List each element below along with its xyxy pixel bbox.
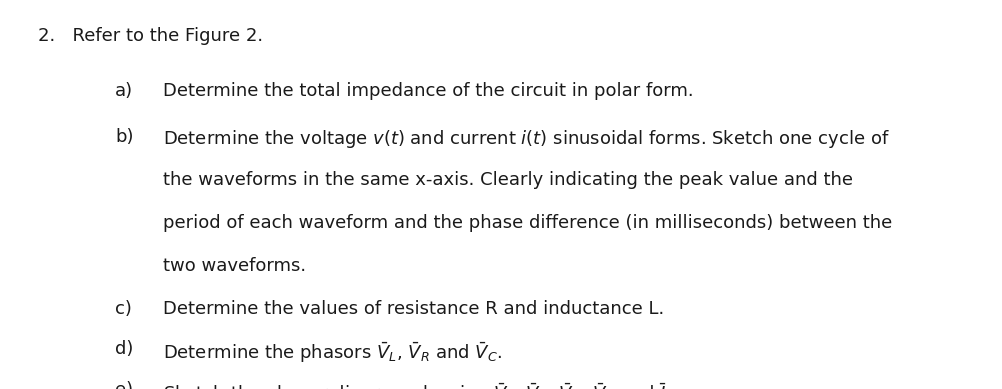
Text: a): a)	[115, 82, 133, 100]
Text: 2.   Refer to the Figure 2.: 2. Refer to the Figure 2.	[38, 27, 264, 45]
Text: Determine the total impedance of the circuit in polar form.: Determine the total impedance of the cir…	[163, 82, 694, 100]
Text: period of each waveform and the phase difference (in milliseconds) between the: period of each waveform and the phase di…	[163, 214, 893, 232]
Text: b): b)	[115, 128, 133, 146]
Text: e): e)	[115, 381, 133, 389]
Text: Determine the values of resistance R and inductance L.: Determine the values of resistance R and…	[163, 300, 664, 317]
Text: Determine the voltage $v(t)$ and current $i(t)$ sinusoidal forms. Sketch one cyc: Determine the voltage $v(t)$ and current…	[163, 128, 890, 151]
Text: Sketch the phasor diagram showing $\bar{V}_S$, $\bar{V}_R$, $\bar{V}_R$, $\bar{V: Sketch the phasor diagram showing $\bar{…	[163, 381, 670, 389]
Text: Determine the phasors $\bar{V}_L$, $\bar{V}_R$ and $\bar{V}_C$.: Determine the phasors $\bar{V}_L$, $\bar…	[163, 340, 503, 365]
Text: c): c)	[115, 300, 132, 317]
Text: the waveforms in the same x-axis. Clearly indicating the peak value and the: the waveforms in the same x-axis. Clearl…	[163, 171, 854, 189]
Text: two waveforms.: two waveforms.	[163, 257, 307, 275]
Text: d): d)	[115, 340, 133, 358]
